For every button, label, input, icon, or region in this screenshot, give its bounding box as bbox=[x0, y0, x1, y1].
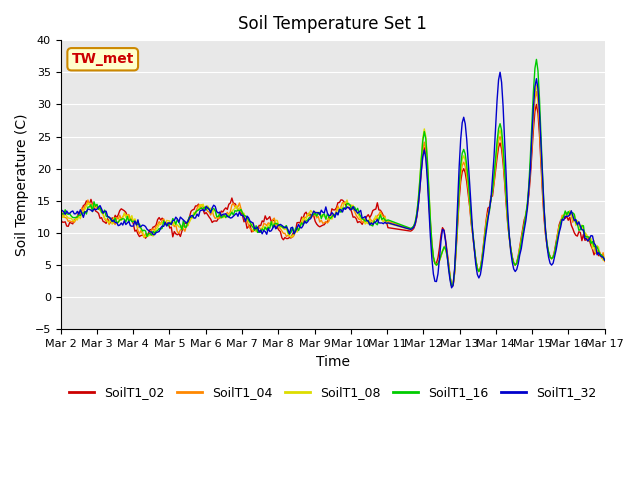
SoilT1_08 bbox=[294, 226, 302, 232]
Title: Soil Temperature Set 1: Soil Temperature Set 1 bbox=[238, 15, 427, 33]
SoilT1_16 bbox=[573, 221, 581, 227]
SoilT1_02 bbox=[246, 222, 254, 228]
SoilT1_08 bbox=[448, 283, 456, 289]
SoilT1_16 bbox=[601, 257, 609, 263]
SoilT1_08 bbox=[219, 215, 227, 221]
Text: TW_met: TW_met bbox=[72, 52, 134, 66]
SoilT1_04 bbox=[294, 227, 302, 233]
Legend: SoilT1_02, SoilT1_04, SoilT1_08, SoilT1_16, SoilT1_32: SoilT1_02, SoilT1_04, SoilT1_08, SoilT1_… bbox=[64, 381, 601, 404]
X-axis label: Time: Time bbox=[316, 355, 349, 369]
SoilT1_08 bbox=[601, 256, 609, 262]
SoilT1_08 bbox=[246, 220, 254, 226]
SoilT1_04 bbox=[124, 213, 131, 218]
Line: SoilT1_08: SoilT1_08 bbox=[61, 85, 605, 286]
Line: SoilT1_32: SoilT1_32 bbox=[61, 72, 605, 288]
SoilT1_08 bbox=[57, 210, 65, 216]
SoilT1_16 bbox=[294, 228, 302, 233]
SoilT1_02 bbox=[124, 214, 131, 219]
SoilT1_08 bbox=[573, 218, 581, 224]
SoilT1_02 bbox=[237, 209, 245, 215]
SoilT1_16 bbox=[219, 214, 227, 219]
SoilT1_16 bbox=[532, 57, 540, 62]
SoilT1_02 bbox=[573, 233, 581, 239]
SoilT1_02 bbox=[294, 220, 302, 226]
SoilT1_04 bbox=[237, 206, 245, 212]
SoilT1_32 bbox=[601, 257, 609, 263]
SoilT1_04 bbox=[57, 211, 65, 216]
SoilT1_08 bbox=[124, 212, 131, 218]
Line: SoilT1_04: SoilT1_04 bbox=[61, 92, 605, 286]
SoilT1_02 bbox=[448, 283, 456, 289]
SoilT1_16 bbox=[246, 219, 254, 225]
SoilT1_02 bbox=[57, 216, 65, 222]
SoilT1_32 bbox=[219, 211, 227, 217]
SoilT1_04 bbox=[448, 283, 456, 288]
SoilT1_32 bbox=[57, 209, 65, 215]
SoilT1_04 bbox=[601, 259, 609, 264]
SoilT1_08 bbox=[237, 208, 245, 214]
SoilT1_04 bbox=[573, 221, 581, 227]
Line: SoilT1_16: SoilT1_16 bbox=[61, 60, 605, 286]
SoilT1_16 bbox=[237, 207, 245, 213]
SoilT1_04 bbox=[246, 226, 254, 231]
SoilT1_32 bbox=[448, 285, 456, 291]
SoilT1_16 bbox=[124, 214, 131, 219]
SoilT1_02 bbox=[219, 209, 227, 215]
SoilT1_16 bbox=[448, 283, 456, 288]
SoilT1_32 bbox=[496, 70, 504, 75]
SoilT1_04 bbox=[219, 212, 227, 218]
Line: SoilT1_02: SoilT1_02 bbox=[61, 104, 605, 286]
SoilT1_02 bbox=[601, 258, 609, 264]
SoilT1_32 bbox=[294, 222, 302, 228]
SoilT1_08 bbox=[532, 82, 540, 88]
SoilT1_04 bbox=[532, 89, 540, 95]
SoilT1_32 bbox=[124, 220, 131, 226]
SoilT1_32 bbox=[237, 213, 245, 218]
Y-axis label: Soil Temperature (C): Soil Temperature (C) bbox=[15, 113, 29, 256]
SoilT1_32 bbox=[573, 222, 581, 228]
SoilT1_02 bbox=[532, 101, 540, 107]
SoilT1_32 bbox=[246, 218, 254, 224]
SoilT1_16 bbox=[57, 211, 65, 217]
